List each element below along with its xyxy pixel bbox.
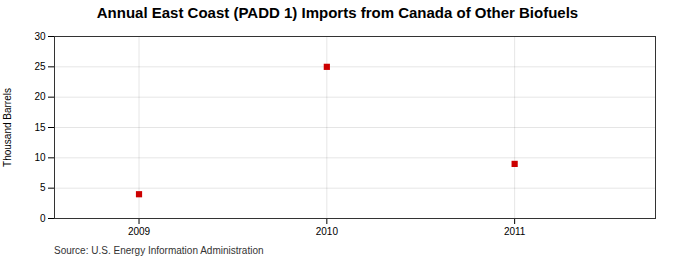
svg-text:2011: 2011 <box>504 226 526 237</box>
svg-text:0: 0 <box>40 213 46 224</box>
svg-text:10: 10 <box>34 152 46 163</box>
svg-text:15: 15 <box>34 122 46 133</box>
html-text:Annual East Coast (PADD 1) Imp: Annual East Coast (PADD 1) Imports from … <box>96 4 579 21</box>
svg-text:Thousand Barrels: Thousand Barrels <box>2 88 13 167</box>
html-text:Source: U.S. Energy Informatio: Source: U.S. Energy Information Administ… <box>54 245 264 256</box>
svg-text:2009: 2009 <box>128 226 151 237</box>
svg-text:5: 5 <box>40 182 46 193</box>
svg-text:2010: 2010 <box>316 226 339 237</box>
svg-text:30: 30 <box>34 31 46 42</box>
svg-text:25: 25 <box>34 61 46 72</box>
svg-text:20: 20 <box>34 91 46 102</box>
